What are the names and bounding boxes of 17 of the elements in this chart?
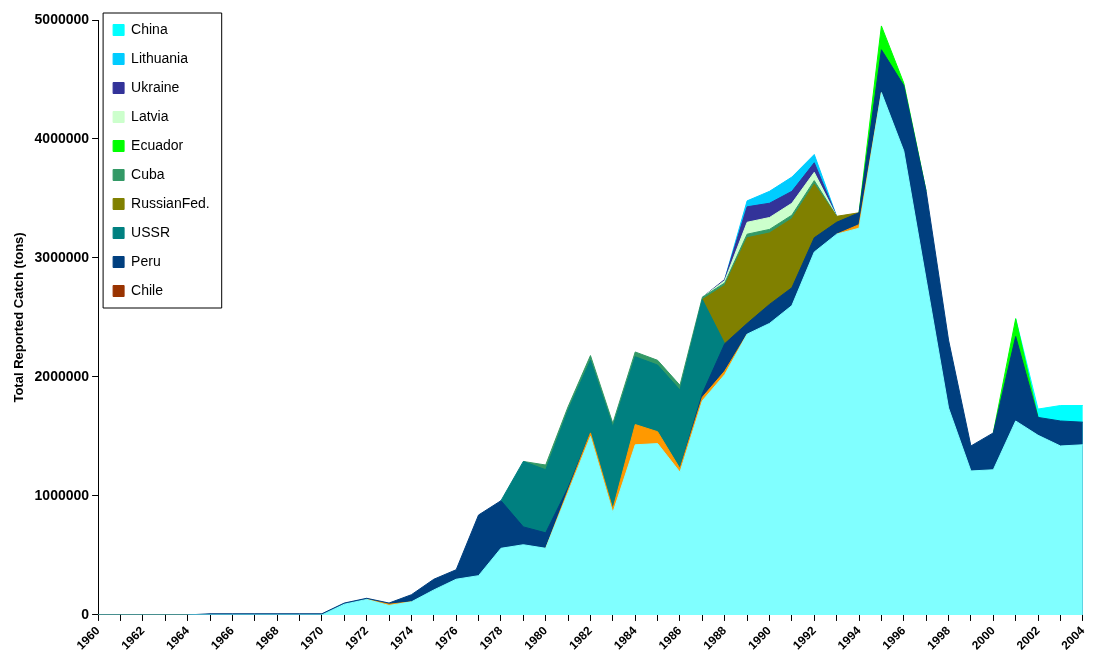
legend-label: Lithuania: [131, 49, 189, 66]
y-tick-label: 5000000: [34, 10, 90, 27]
y-tick-label: 2000000: [34, 367, 90, 384]
legend-label: USSR: [131, 223, 171, 240]
legend-label: Ukraine: [131, 78, 180, 95]
legend-label: Peru: [131, 252, 161, 269]
legend-label: Latvia: [131, 107, 169, 124]
legend-label: Cuba: [131, 165, 165, 182]
legend-label: Ecuador: [131, 136, 184, 153]
y-axis-title: Total Reported Catch (tons): [11, 232, 27, 403]
y-tick-label: 4000000: [34, 129, 90, 146]
y-tick-label: 0: [81, 605, 90, 622]
legend-label: Chile: [131, 281, 164, 298]
legend-label: RussianFed.: [131, 194, 210, 211]
y-tick-label: 3000000: [34, 248, 90, 265]
y-tick-label: 1000000: [34, 486, 90, 503]
legend-label: China: [131, 20, 168, 37]
